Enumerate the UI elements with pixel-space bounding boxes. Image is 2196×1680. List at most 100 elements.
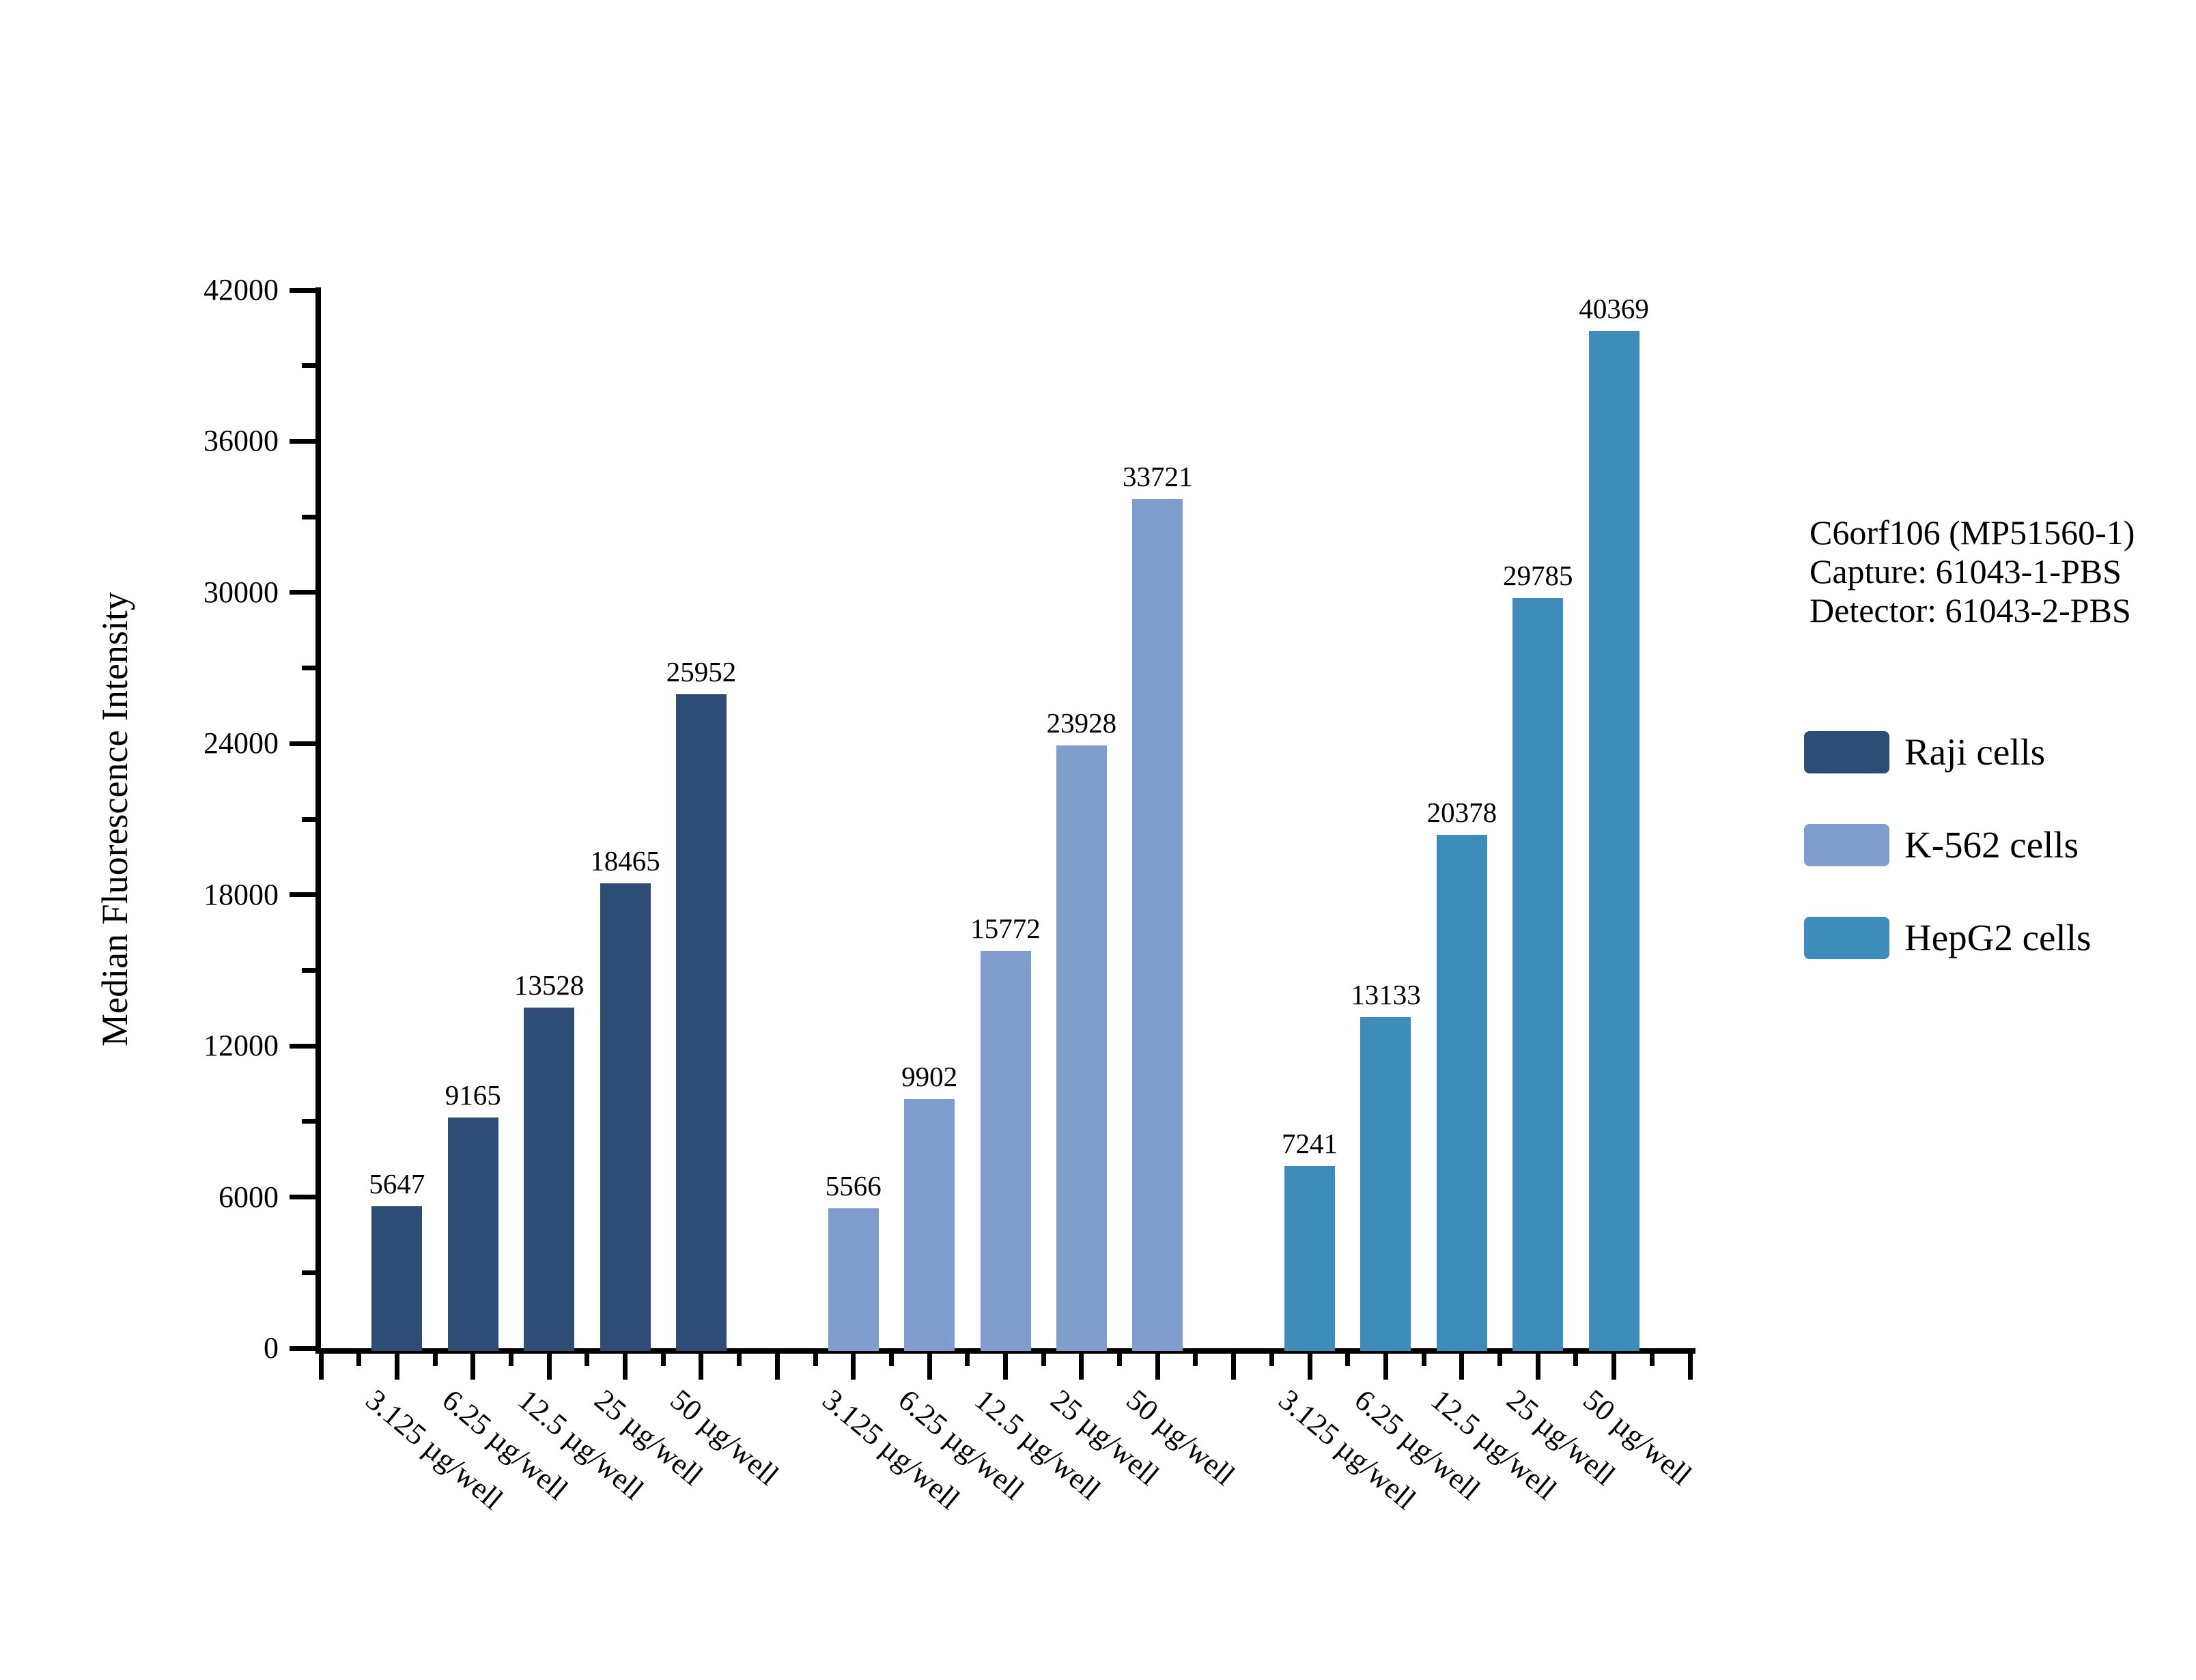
y-axis-tick (302, 1270, 315, 1275)
x-axis-tick (546, 1354, 552, 1380)
x-axis-tick (1687, 1354, 1693, 1380)
x-axis-tick (1003, 1354, 1008, 1380)
y-axis-tick (290, 1195, 315, 1200)
y-tick-label: 24000 (203, 726, 279, 760)
bar-value-label: 5647 (369, 1168, 425, 1199)
bar-value-label: 5566 (825, 1170, 882, 1201)
y-axis-tick (290, 1043, 315, 1049)
y-axis-tick (302, 1119, 315, 1124)
x-axis-tick (660, 1354, 666, 1366)
x-axis-tick (432, 1354, 438, 1366)
y-axis-tick (302, 967, 315, 973)
bar-value-label: 40369 (1579, 293, 1649, 324)
bar-value-label: 15772 (970, 913, 1041, 944)
y-axis-tick (302, 666, 315, 671)
x-axis-tick (699, 1354, 704, 1380)
bar-value-label: 20378 (1426, 797, 1497, 828)
x-axis-tick (318, 1354, 324, 1380)
bar-raji-cells-6.25-µg/well (447, 1117, 498, 1351)
x-axis-line (315, 1348, 1695, 1354)
annotation-line: C6orf106 (MP51560-1) (1810, 513, 2135, 552)
bar-hepg2-cells-6.25-µg/well (1360, 1017, 1411, 1351)
x-axis-tick (470, 1354, 476, 1380)
y-tick-label: 6000 (219, 1180, 279, 1214)
x-axis-tick (1231, 1354, 1237, 1380)
x-axis-tick (394, 1354, 399, 1380)
x-axis-tick (1535, 1354, 1540, 1380)
x-axis-tick (1041, 1354, 1046, 1366)
x-axis-tick (508, 1354, 513, 1366)
x-axis-tick (813, 1354, 818, 1366)
bar-raji-cells-12.5-µg/well (524, 1008, 575, 1351)
x-axis-tick (851, 1354, 856, 1380)
bar-raji-cells-3.125-µg/well (371, 1206, 423, 1351)
y-tick-label: 42000 (203, 273, 279, 307)
x-axis-tick (1383, 1354, 1388, 1380)
bar-k-562-cells-50-µg/well (1132, 499, 1183, 1351)
bar-k-562-cells-25-µg/well (1056, 745, 1107, 1351)
x-axis-tick (623, 1354, 628, 1380)
annotation-line: Capture: 61043-1-PBS (1810, 552, 2122, 590)
x-axis-tick (1345, 1354, 1351, 1366)
y-axis-title: Median Fluorescence Intensity (94, 592, 135, 1047)
y-tick-label: 0 (264, 1331, 279, 1365)
y-axis-tick (290, 590, 315, 595)
y-axis-tick (290, 1346, 315, 1351)
bar-value-label: 13133 (1351, 979, 1421, 1010)
y-axis-tick (302, 363, 315, 369)
bar-value-label: 18465 (590, 845, 660, 877)
x-axis-tick (356, 1354, 362, 1366)
legend-swatch (1804, 917, 1889, 959)
legend-item-hepg2-cells: HepG2 cells (1804, 916, 2091, 960)
x-axis-tick (1193, 1354, 1198, 1366)
bar-hepg2-cells-50-µg/well (1588, 331, 1639, 1351)
x-axis-tick (927, 1354, 932, 1380)
annotation-line: Detector: 61043-2-PBS (1810, 591, 2131, 629)
x-axis-tick (1269, 1354, 1274, 1366)
x-axis-tick (1459, 1354, 1465, 1380)
x-axis-tick (1421, 1354, 1426, 1366)
y-tick-label: 36000 (203, 424, 279, 458)
bar-value-label: 13528 (513, 969, 585, 1001)
legend-item-k-562-cells: K-562 cells (1804, 823, 2079, 867)
bar-value-label: 25952 (666, 656, 737, 687)
x-axis-tick (1155, 1354, 1160, 1380)
x-axis-tick (1307, 1354, 1312, 1380)
x-axis-tick (585, 1354, 590, 1366)
legend-label: Raji cells (1904, 731, 2046, 773)
x-axis-tick (1079, 1354, 1084, 1380)
y-axis-tick (302, 816, 315, 822)
bar-k-562-cells-12.5-µg/well (980, 951, 1031, 1351)
legend-label: K-562 cells (1904, 824, 2079, 866)
bar-hepg2-cells-12.5-µg/well (1436, 835, 1487, 1351)
y-tick-label: 30000 (203, 575, 279, 609)
y-axis-line (315, 287, 321, 1354)
x-axis-tick (965, 1354, 970, 1366)
legend-item-raji-cells: Raji cells (1804, 730, 2045, 774)
bar-value-label: 33721 (1123, 461, 1193, 492)
legend-swatch (1804, 731, 1889, 773)
x-axis-tick (1611, 1354, 1617, 1380)
y-axis-tick (290, 287, 315, 293)
bar-value-label: 29785 (1502, 560, 1573, 591)
x-axis-tick (737, 1354, 742, 1366)
bar-raji-cells-50-µg/well (675, 694, 727, 1351)
bar-value-label: 23928 (1046, 707, 1117, 739)
y-axis-tick (290, 741, 315, 746)
y-axis-tick (290, 438, 315, 444)
bar-hepg2-cells-3.125-µg/well (1284, 1166, 1336, 1351)
bar-k-562-cells-6.25-µg/well (904, 1099, 955, 1351)
annotation-block: C6orf106 (MP51560-1) Capture: 61043-1-PB… (1810, 513, 2135, 630)
x-axis-tick (774, 1354, 780, 1380)
bar-raji-cells-25-µg/well (600, 883, 651, 1351)
x-axis-tick (1497, 1354, 1503, 1366)
y-axis-tick (302, 514, 315, 519)
bar-value-label: 9165 (445, 1079, 501, 1111)
bar-value-label: 9902 (901, 1061, 958, 1092)
legend-label: HepG2 cells (1904, 917, 2092, 958)
y-tick-label: 12000 (203, 1029, 279, 1063)
legend-swatch (1804, 824, 1889, 866)
bar-k-562-cells-3.125-µg/well (828, 1208, 879, 1351)
bar-hepg2-cells-25-µg/well (1512, 598, 1564, 1351)
